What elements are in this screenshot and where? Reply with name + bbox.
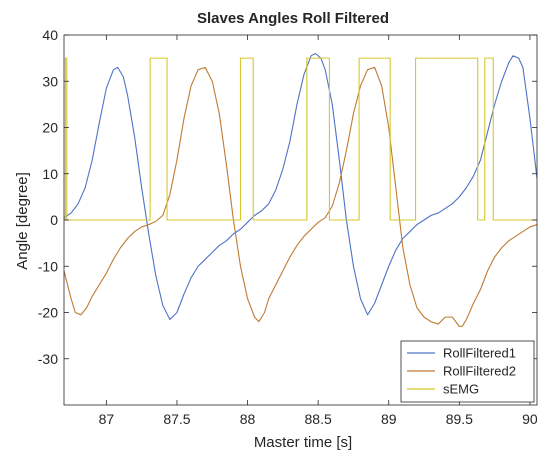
y-tick-label: 30 — [42, 73, 58, 89]
y-tick-label: -10 — [38, 258, 58, 274]
x-tick-label: 89 — [381, 411, 397, 427]
series-line-semg — [64, 57, 537, 221]
x-tick-label: 90 — [522, 411, 538, 427]
x-tick-label: 89.5 — [446, 411, 473, 427]
x-tick-label: 87 — [99, 411, 115, 427]
series-line-rollfiltered1 — [64, 52, 537, 320]
x-tick-label: 87.5 — [163, 411, 190, 427]
y-tick-label: -30 — [38, 351, 58, 367]
series-line-rollfiltered2 — [64, 66, 537, 327]
x-tick-label: 88.5 — [305, 411, 332, 427]
x-tick-label: 88 — [240, 411, 256, 427]
legend-label: sEMG — [443, 382, 479, 397]
y-tick-label: 0 — [50, 212, 58, 228]
y-axis: -30 -20 -10 0 10 20 30 40 — [38, 27, 537, 367]
y-tick-label: 10 — [42, 166, 58, 182]
legend: RollFiltered1 RollFiltered2 sEMG — [400, 340, 535, 403]
y-tick-label: 20 — [42, 120, 58, 136]
y-tick-label: 40 — [42, 27, 58, 43]
series-group — [64, 52, 537, 327]
x-axis-label: Master time [s] — [254, 434, 352, 451]
y-axis-label: Angle [degree] — [14, 172, 31, 270]
y-tick-label: -20 — [38, 305, 58, 321]
x-axis: 87 87.5 88 88.5 89 89.5 90 — [99, 35, 538, 427]
plot-area — [63, 34, 538, 406]
legend-label: RollFiltered1 — [443, 346, 516, 361]
legend-label: RollFiltered2 — [443, 364, 516, 379]
chart-title: Slaves Angles Roll Filtered — [197, 10, 389, 27]
